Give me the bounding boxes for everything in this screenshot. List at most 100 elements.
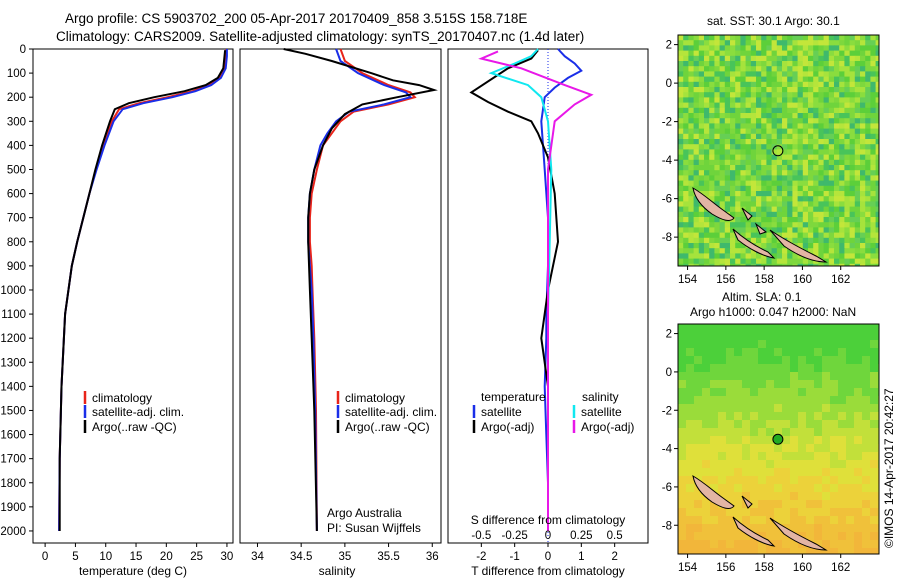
y-tick-label: 700 xyxy=(7,213,26,225)
top-tick-label: -0.5 xyxy=(471,530,491,542)
legend-temperature-title: temperature xyxy=(481,390,546,404)
map-lat-label: -4 xyxy=(662,444,673,456)
map-lat-label: 0 xyxy=(666,78,672,90)
map-lat-label: -6 xyxy=(662,482,672,494)
y-tick-label: 1400 xyxy=(0,381,26,393)
legend-argo-label: Argo(..raw -QC) xyxy=(345,420,430,434)
x-tick-label: 0 xyxy=(42,551,48,563)
map-lat-label: 0 xyxy=(666,367,672,379)
map-lon-label: 162 xyxy=(831,274,850,286)
y-tick-label: 1300 xyxy=(0,357,26,369)
y-tick-label: 1600 xyxy=(0,430,26,442)
top-tick-label: 0.25 xyxy=(570,530,592,542)
map-lat-label: -6 xyxy=(662,194,672,206)
top-tick-label: 0 xyxy=(545,530,551,542)
temperature-axis: 0 5 10 15 20 25 30 xyxy=(42,543,233,563)
map-lon-label: 156 xyxy=(716,274,735,286)
sla-map-title2: Argo h1000: 0.047 h2000: NaN xyxy=(690,305,856,319)
x-tick-label: 36 xyxy=(426,551,439,563)
x-tick-label: 35.5 xyxy=(377,551,399,563)
sst-map: sat. SST: 30.1 Argo: 30.1 154 156 158 160 16… xyxy=(662,14,880,286)
y-tick-label: 200 xyxy=(7,92,26,104)
difference-legend: temperature satellite Argo(-adj) salinit… xyxy=(472,390,634,434)
map-lon-label: 156 xyxy=(716,562,735,574)
x-tick-label: 1 xyxy=(578,551,584,563)
map-lat-label: -2 xyxy=(662,405,672,417)
s-difference-ticks: -0.5 -0.25 0 0.25 0.5 xyxy=(471,530,622,542)
series-line-climatology xyxy=(308,48,417,532)
x-tick-label: 0 xyxy=(545,551,551,563)
series-line-argo-raw-qc- xyxy=(283,48,438,532)
map-lon-label: 154 xyxy=(678,562,698,574)
y-tick-label: 1500 xyxy=(0,405,26,417)
figure-title-line2: Climatology: CARS2009. Satellite-adjuste… xyxy=(56,29,584,44)
imos-credit: ©IMOS 14-Apr-2017 20:42:27 xyxy=(882,388,896,548)
x-tick-label: -2 xyxy=(476,551,486,563)
salinity-legend: climatology satellite-adj. clim. Argo(..… xyxy=(336,391,437,434)
series-line-satellite-adj-clim- xyxy=(58,49,228,532)
top-tick-label: 0.5 xyxy=(607,530,623,542)
difference-panel: -2 -1 0 1 2 S difference from climatology T … xyxy=(447,48,649,578)
y-tick-label: 900 xyxy=(7,261,26,273)
x-tick-label: 15 xyxy=(130,551,143,563)
temperature-panel: 0100200300400500600700800900100011001200… xyxy=(0,44,234,578)
x-tick-label: 20 xyxy=(160,551,173,563)
legend-climatology-label: climatology xyxy=(92,391,152,405)
argo-location-marker xyxy=(772,145,784,157)
salinity-axis: 34 34.5 35 35.5 36 xyxy=(251,543,439,563)
islands-outline xyxy=(692,475,828,551)
legend-satellite-label: satellite-adj. clim. xyxy=(345,405,437,419)
legend-climatology-label: climatology xyxy=(345,391,405,405)
temperature-plot-frame xyxy=(32,48,234,544)
y-tick-label: 300 xyxy=(7,116,26,128)
map-lat-label: 2 xyxy=(666,40,672,52)
sst-map-title: sat. SST: 30.1 Argo: 30.1 xyxy=(707,14,840,28)
y-tick-label: 0 xyxy=(20,44,26,56)
map-lon-label: 158 xyxy=(755,274,774,286)
argo-australia-annotation: Argo Australia xyxy=(327,506,402,520)
map-lon-label: 160 xyxy=(793,274,812,286)
islands-outline xyxy=(692,187,828,263)
x-tick-label: 34 xyxy=(251,551,264,563)
series-line-satellite-adj-clim- xyxy=(307,48,413,532)
legend-argo-label: Argo(..raw -QC) xyxy=(92,420,177,434)
x-tick-label: 34.5 xyxy=(290,551,312,563)
x-tick-label: 10 xyxy=(99,551,112,563)
difference-axis: -2 -1 0 1 2 xyxy=(476,543,618,563)
x-tick-label: 30 xyxy=(221,551,234,563)
series-line-temperature-satellite xyxy=(540,48,583,531)
y-tick-label: 2000 xyxy=(0,526,26,538)
series-line-argo-raw-qc- xyxy=(58,50,227,531)
y-tick-label: 1200 xyxy=(0,333,26,345)
y-tick-label: 1100 xyxy=(1,309,26,321)
map-lat-label: -8 xyxy=(662,520,672,532)
depth-axis: 0 100 200 300 400 500 600 700 800 900 1000 1100 1200… xyxy=(0,44,33,538)
y-tick-label: 1800 xyxy=(0,478,26,490)
legend-satellite-label: satellite-adj. clim. xyxy=(92,405,184,419)
map-lat-label: -2 xyxy=(662,117,672,129)
y-tick-label: 500 xyxy=(7,164,26,176)
sst-map-frame xyxy=(677,34,880,267)
map-lon-label: 162 xyxy=(831,562,850,574)
x-tick-label: 25 xyxy=(190,551,203,563)
legend-s-argo-label: Argo(-adj) xyxy=(581,420,634,434)
y-tick-label: 800 xyxy=(7,237,26,249)
y-tick-label: 600 xyxy=(7,189,26,201)
y-tick-label: 1900 xyxy=(0,502,26,514)
series-line-salinity-argo-adj- xyxy=(478,50,594,531)
map-lat-label: -4 xyxy=(662,155,673,167)
sla-map: Altim. SLA: 0.1 Argo h1000: 0.047 h2000:… xyxy=(662,290,880,574)
temperature-axis-label: temperature (deg C) xyxy=(79,564,187,578)
pi-annotation: PI: Susan Wijffels xyxy=(327,521,421,535)
y-tick-label: 1700 xyxy=(0,454,26,466)
salinity-panel: 34 34.5 35 35.5 36 salinity climatology sate… xyxy=(239,48,442,578)
legend-t-argo-label: Argo(-adj) xyxy=(481,420,534,434)
map-lat-label: -8 xyxy=(662,232,672,244)
x-tick-label: 35 xyxy=(338,551,351,563)
map-lon-label: 154 xyxy=(678,274,698,286)
map-lon-label: 160 xyxy=(793,562,812,574)
argo-location-marker xyxy=(772,433,784,445)
y-tick-label: 1000 xyxy=(0,285,26,297)
series-line-temperature-argo-adj- xyxy=(469,49,560,531)
